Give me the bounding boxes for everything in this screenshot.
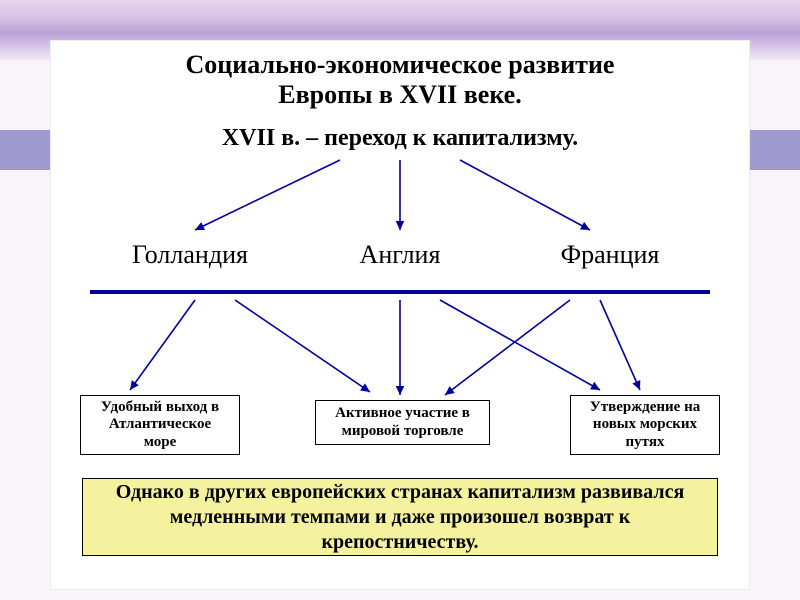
subtitle-text: XVII в. – переход к капитализму. bbox=[222, 125, 578, 151]
country-label: Англия bbox=[340, 240, 460, 270]
slide-title: Социально-экономическое развитие Европы … bbox=[0, 50, 800, 110]
country-label: Голландия bbox=[105, 240, 275, 270]
summary-box: Однако в других европейских странах капи… bbox=[82, 478, 718, 556]
divider-line bbox=[90, 290, 710, 294]
detail-box: Удобный выход вАтлантическоеморе bbox=[80, 395, 240, 455]
detail-box: Активное участие вмировой торговле bbox=[315, 400, 490, 445]
summary-text: Однако в других европейских странах капи… bbox=[101, 480, 699, 555]
detail-box: Утверждение нановых морскихпутях bbox=[570, 395, 720, 455]
country-label: Франция bbox=[540, 240, 680, 270]
title-line-2: Европы в XVII веке. bbox=[278, 80, 521, 109]
title-line-1: Социально-экономическое развитие bbox=[186, 50, 615, 79]
slide-subtitle: XVII в. – переход к капитализму. bbox=[0, 125, 800, 152]
